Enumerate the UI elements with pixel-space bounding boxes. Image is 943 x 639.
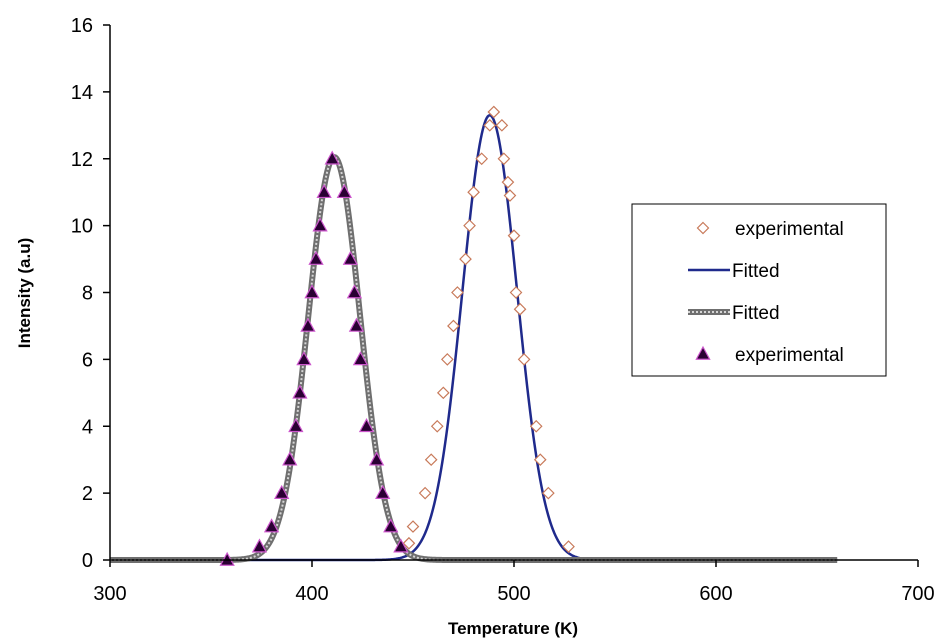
diamond-marker <box>459 252 472 266</box>
diamond-marker <box>475 152 489 166</box>
diamond-marker <box>424 453 438 467</box>
diamond-marker <box>487 105 501 119</box>
diamond-marker <box>402 536 416 550</box>
triangle-marker <box>352 351 369 366</box>
y-tick-label: 8 <box>82 283 93 305</box>
diamond-marker <box>418 486 432 500</box>
diamond-marker <box>541 486 555 500</box>
x-axis: 300 400 500 600 700 <box>93 559 935 605</box>
diamond-marker <box>447 319 460 333</box>
triangle-marker <box>219 551 235 566</box>
diamond-marker <box>503 189 517 202</box>
triangle-marker <box>375 484 391 499</box>
triangle-marker <box>393 538 409 553</box>
triangle-marker <box>292 384 308 399</box>
diamond-marker <box>495 118 509 132</box>
x-tick-label: 500 <box>497 583 530 605</box>
diamond-marker <box>463 219 476 232</box>
triangle-marker <box>274 484 290 499</box>
x-tick-label: 600 <box>699 583 732 605</box>
triangle-marker <box>316 183 332 199</box>
x-tick-label: 700 <box>901 583 934 605</box>
triangle-marker <box>263 518 280 533</box>
diamond-marker <box>436 386 450 400</box>
diamond-marker <box>467 185 480 199</box>
diamond-marker <box>509 286 523 299</box>
legend-label: experimental <box>735 219 844 240</box>
diamond-marker <box>497 152 511 166</box>
y-tick-label: 10 <box>71 216 93 238</box>
triangle-marker <box>282 451 298 466</box>
y-tick-label: 0 <box>82 550 93 572</box>
triangle-marker <box>368 451 385 466</box>
triangle-marker <box>342 250 359 265</box>
y-axis: 0 2 4 6 8 10 12 14 16 <box>71 15 111 572</box>
y-axis-title: Intensity (a.u) <box>15 238 34 349</box>
diamond-marker <box>562 540 575 553</box>
diamond-marker <box>533 453 547 467</box>
diamond-marker <box>501 175 515 189</box>
diamond-marker <box>406 520 420 533</box>
legend-label: Fitted <box>732 303 780 324</box>
triangle-marker <box>312 217 328 232</box>
legend-label: experimental <box>735 345 844 366</box>
x-tick-label: 300 <box>93 583 126 605</box>
diamond-marker <box>430 419 444 433</box>
triangle-marker <box>348 317 365 332</box>
triangle-marker <box>358 417 375 433</box>
triangle-marker <box>251 538 268 553</box>
triangle-marker <box>336 183 352 199</box>
x-axis-title: Temperature (K) <box>448 619 578 638</box>
y-tick-label: 4 <box>82 416 93 438</box>
diamond-marker <box>517 353 531 366</box>
triangle-marker <box>296 351 312 366</box>
y-tick-label: 16 <box>71 15 93 37</box>
y-tick-label: 14 <box>71 82 93 104</box>
diamond-marker <box>507 229 521 243</box>
legend-label: Fitted <box>732 261 780 282</box>
triangle-marker <box>300 317 316 332</box>
diamond-marker <box>483 118 497 132</box>
triangle-marker <box>324 150 340 165</box>
legend-triangle-icon <box>695 345 711 360</box>
y-tick-label: 2 <box>82 483 93 505</box>
diamond-marker <box>529 419 543 433</box>
legend-box <box>631 203 887 377</box>
y-tick-label: 12 <box>71 149 93 171</box>
triangle-marker <box>304 284 320 299</box>
diamond-marker <box>440 353 454 366</box>
diamond-marker <box>451 286 464 299</box>
triangle-marker <box>308 250 324 265</box>
x-tick-label: 400 <box>295 583 328 605</box>
legend: experimental Fitted Fitted experimental <box>631 203 887 377</box>
diamond-marker <box>513 302 527 316</box>
triangle-marker <box>383 518 399 533</box>
triangle-marker <box>288 417 304 433</box>
y-tick-label: 6 <box>82 349 93 371</box>
legend-diamond-icon <box>696 221 710 235</box>
triangle-marker <box>346 284 363 299</box>
